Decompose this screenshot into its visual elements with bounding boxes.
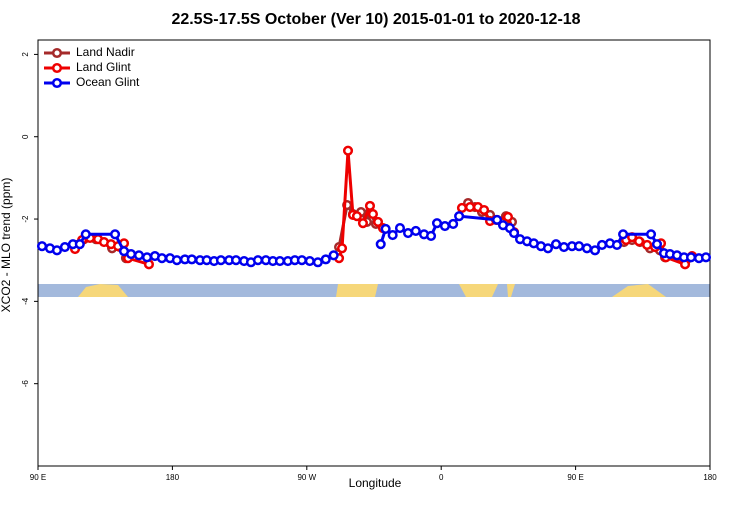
land-patch	[336, 284, 378, 297]
data-point	[394, 223, 406, 234]
data-point	[589, 245, 601, 256]
data-point	[125, 248, 137, 260]
y-tick-label: -6	[21, 380, 30, 388]
data-point	[596, 239, 608, 251]
data-point	[320, 254, 331, 265]
data-point	[573, 241, 585, 252]
chart-title: 22.5S-17.5S October (Ver 10) 2015-01-01 …	[171, 11, 580, 28]
data-point	[700, 252, 712, 263]
data-point	[141, 252, 153, 263]
data-point	[156, 253, 167, 264]
y-axis-label: XCO2 - MLO trend (ppm)	[0, 178, 13, 313]
data-point	[36, 241, 48, 252]
data-point	[425, 230, 437, 241]
data-point	[439, 220, 450, 232]
data-point	[645, 229, 657, 240]
data-point	[380, 223, 391, 234]
data-point	[375, 239, 386, 250]
data-point	[59, 241, 70, 253]
legend-marker	[51, 62, 63, 74]
data-point	[133, 250, 144, 261]
data-point	[479, 204, 490, 216]
legend-label: Ocean Glint	[76, 75, 140, 89]
data-point	[402, 227, 414, 239]
data-point	[550, 239, 562, 250]
data-point	[372, 216, 384, 227]
data-point	[611, 239, 623, 251]
data-point	[186, 254, 197, 265]
data-point	[509, 227, 520, 239]
data-point	[80, 229, 91, 240]
land-patch	[612, 284, 666, 297]
data-point	[642, 239, 653, 251]
x-axis-label: Longitude	[349, 476, 402, 490]
data-point	[492, 214, 503, 225]
data-point	[296, 255, 307, 266]
data-point	[357, 218, 368, 229]
data-point	[274, 255, 285, 267]
data-point	[542, 243, 554, 254]
legend-label: Land Glint	[76, 60, 131, 74]
data-point	[364, 200, 376, 211]
data-point	[252, 255, 264, 266]
data-point	[328, 250, 339, 261]
data-point	[215, 255, 226, 266]
data-point	[581, 243, 592, 254]
data-point	[312, 257, 323, 268]
x-tick-label: 180	[166, 473, 180, 482]
data-point	[367, 209, 379, 220]
legend-label: Land Nadir	[76, 45, 135, 59]
data-point	[304, 255, 315, 267]
data-point	[431, 218, 443, 229]
land-patch	[78, 284, 128, 297]
legend-marker	[51, 77, 63, 89]
land-patch	[459, 284, 498, 297]
data-point	[454, 211, 465, 222]
data-point	[634, 236, 645, 247]
data-point	[230, 255, 242, 266]
data-point	[410, 225, 421, 237]
y-tick-label: -4	[21, 297, 30, 305]
data-point	[387, 230, 398, 241]
x-tick-label: 0	[439, 473, 444, 482]
y-tick-label: 0	[21, 134, 30, 139]
x-tick-label: 180	[703, 473, 717, 482]
data-point	[336, 243, 348, 254]
legend-marker	[51, 47, 63, 59]
land-mask	[38, 284, 710, 297]
data-point	[448, 218, 459, 230]
data-point	[74, 239, 85, 250]
y-tick-label: -2	[21, 215, 30, 223]
data-point	[464, 202, 476, 213]
x-tick-label: 90 E	[30, 473, 46, 482]
data-point	[342, 145, 354, 156]
data-point	[685, 252, 697, 263]
data-point	[618, 229, 629, 240]
land-patch	[507, 284, 515, 297]
data-point	[110, 229, 121, 240]
data-point	[351, 211, 363, 222]
y-tick-label: 2	[21, 52, 30, 57]
x-tick-label: 90 W	[297, 473, 316, 482]
plot-frame	[37, 39, 711, 467]
data-point	[651, 239, 663, 250]
data-point	[558, 241, 570, 253]
x-tick-label: 90 E	[567, 473, 583, 482]
data-point	[51, 245, 63, 256]
data-point	[171, 255, 182, 266]
data-point	[502, 211, 514, 223]
data-point	[456, 202, 468, 213]
